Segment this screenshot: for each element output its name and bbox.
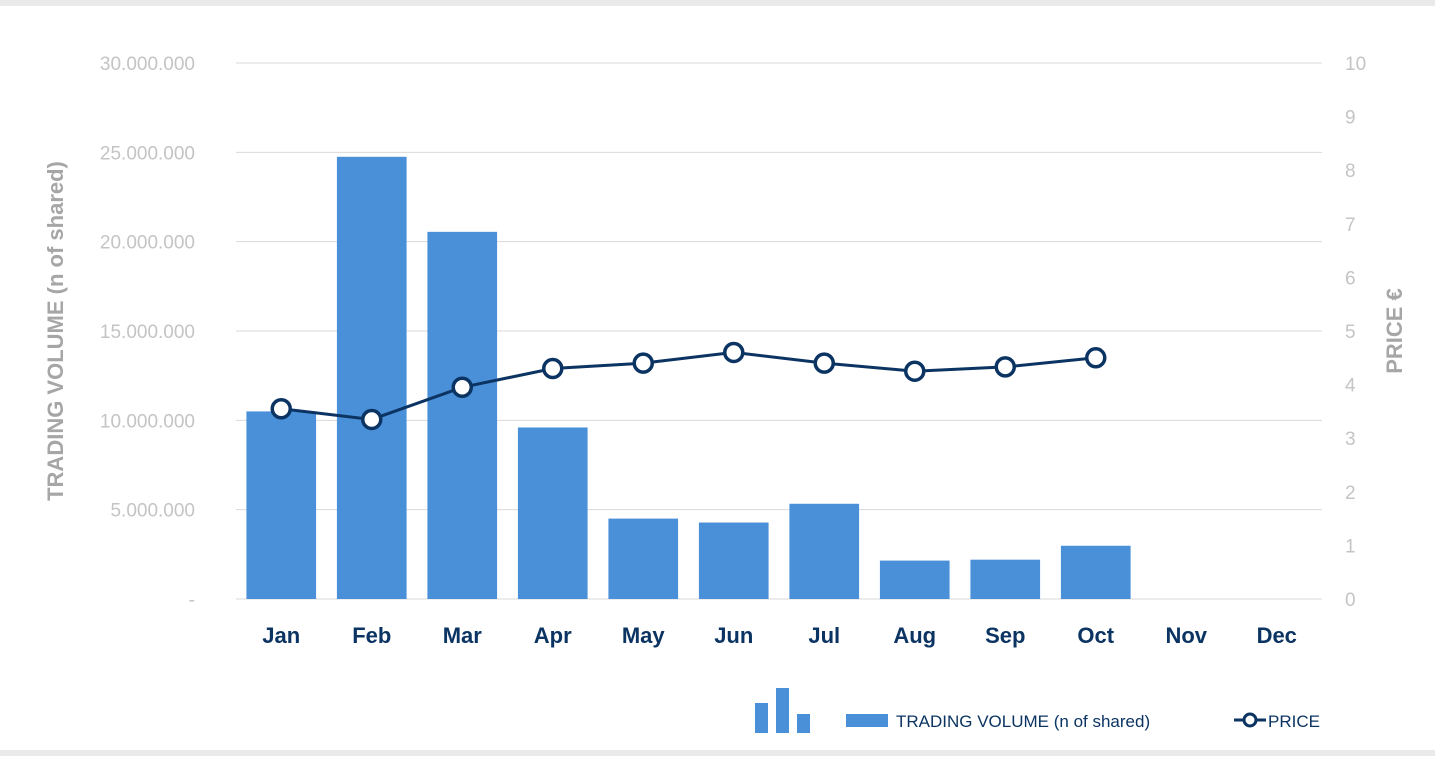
price-point [994,356,1016,378]
combo-chart: - 5.000.000 10.000.000 15.000.000 20.000.000… [43,54,1407,733]
legend-price-swatch [1234,712,1266,728]
left-tick-label: 20.000.000 [100,233,195,254]
price-point [904,360,926,382]
right-tick-label: 9 [1345,108,1356,129]
bar [789,503,860,599]
left-tick-label: - [189,590,195,611]
right-tick-label: 4 [1345,376,1356,397]
bar [246,411,317,599]
left-tick-label: 5.000.000 [110,501,195,522]
x-tick-label: Feb [352,623,391,648]
grid-lines [236,62,1322,600]
price-point [270,397,292,420]
bar [336,156,407,600]
price-point [813,352,835,374]
price-point [361,408,383,431]
x-tick-label: Jun [714,623,753,648]
x-tick-label: Oct [1077,623,1114,648]
price-point [451,376,473,399]
bar [970,559,1041,599]
price-point [542,357,564,380]
x-tick-label: Jan [262,623,300,648]
price-point [632,352,654,374]
bar [517,427,588,599]
bar [698,522,769,599]
left-axis-ticks: - 5.000.000 10.000.000 15.000.000 20.000.000… [100,54,195,611]
right-tick-label: 2 [1345,483,1356,504]
line-series [270,341,1107,431]
bar-series [246,156,1131,600]
x-tick-label: Mar [443,623,483,648]
column-chart-icon [755,688,810,733]
price-point [723,341,745,364]
legend: TRADING VOLUME (n of shared) PRICE [755,688,1320,733]
x-tick-label: May [622,623,666,648]
right-tick-label: 5 [1345,322,1356,343]
left-axis-title: TRADING VOLUME (n of shared) [43,161,68,501]
price-point [1085,347,1107,369]
legend-volume-swatch [846,714,888,727]
legend-volume-label: TRADING VOLUME (n of shared) [896,712,1150,731]
right-tick-label: 6 [1345,268,1356,289]
right-tick-label: 3 [1345,429,1356,450]
right-tick-label: 0 [1345,590,1356,611]
x-axis-ticks: Jan Feb Mar Apr May Jun Jul Aug Sep Oct Nov Dec [262,623,1297,648]
right-tick-label: 8 [1345,161,1356,182]
x-tick-label: Sep [985,623,1025,648]
price-line [281,350,1096,421]
left-tick-label: 10.000.000 [100,411,195,432]
right-axis-ticks: 0 1 2 3 4 5 6 7 8 9 10 [1345,54,1366,611]
right-tick-label: 1 [1345,536,1356,557]
right-tick-label: 10 [1345,54,1366,75]
bar [608,518,679,599]
bar [879,560,950,599]
x-tick-label: Jul [808,623,840,648]
left-tick-label: 15.000.000 [100,322,195,343]
bar [427,231,498,599]
legend-price-label: PRICE [1268,712,1320,731]
x-tick-label: Dec [1257,623,1297,648]
right-axis-title: PRICE € [1382,288,1407,374]
left-tick-label: 25.000.000 [100,143,195,164]
bar [1060,545,1131,599]
x-tick-label: Apr [534,623,572,648]
x-tick-label: Aug [893,623,936,648]
x-tick-label: Nov [1165,623,1207,648]
right-tick-label: 7 [1345,215,1356,236]
left-tick-label: 30.000.000 [100,54,195,75]
